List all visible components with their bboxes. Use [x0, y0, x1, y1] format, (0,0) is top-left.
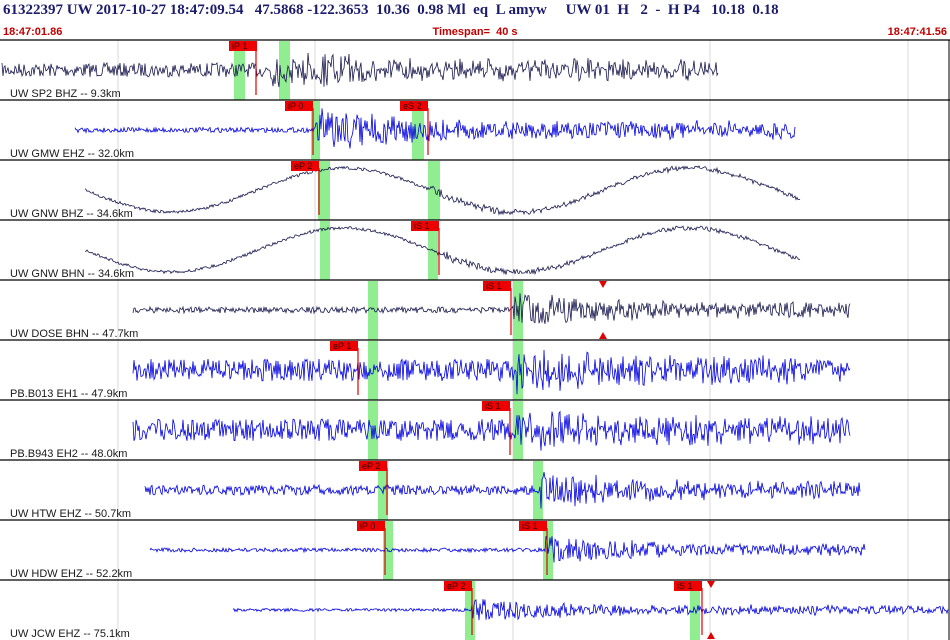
pick-label: eP 2 [294, 161, 312, 171]
waveform [232, 598, 949, 621]
pick-label: iP 0 [288, 101, 303, 111]
marker [707, 632, 715, 639]
trace: iP 0 iS 1 UW HDW EHZ -- 52.2km [0, 519, 950, 580]
timespan: Timespan= 40 s [432, 26, 517, 38]
trace-label: UW SP2 BHZ -- 9.3km [10, 88, 121, 100]
waveform [74, 108, 796, 149]
pick-label: iS 1 [522, 521, 538, 531]
pick-label: eS 2 [403, 101, 422, 111]
pick-label: iS 1 [414, 221, 430, 231]
waveform [132, 349, 851, 395]
pick-window [279, 41, 290, 100]
waveform [149, 535, 866, 563]
pick-flag [357, 521, 385, 531]
pick-flag [444, 581, 472, 591]
pick-flag [483, 281, 511, 291]
trace: eP 2 UW GNW BHZ -- 34.6km [0, 159, 950, 220]
pick-window [311, 101, 320, 160]
trace-label: UW GNW BHZ -- 34.6km [10, 208, 133, 220]
trace: iS 1 UW GNW BHN -- 34.6km [0, 219, 950, 280]
waveform [1, 52, 719, 88]
end-time: 18:47:41.56 [888, 26, 947, 38]
trace: iP 0 eS 2 UW GMW EHZ -- 32.0km [0, 99, 950, 160]
pick-flag [285, 101, 313, 111]
pick-window [368, 281, 378, 340]
pick-flag [482, 401, 510, 411]
trace: iP 1 UW SP2 BHZ -- 9.3km [0, 39, 950, 100]
marker [707, 581, 715, 588]
pick-window [320, 221, 330, 280]
pick-flag [330, 341, 358, 351]
trace-label: UW GNW BHN -- 34.6km [10, 268, 134, 280]
pick-label: iS 1 [486, 281, 502, 291]
waveform [132, 410, 851, 451]
trace-label: UW HDW EHZ -- 52.2km [10, 568, 132, 580]
traces: iP 1 UW SP2 BHZ -- 9.3km iP 0 eS 2 UW GMW EH… [0, 39, 950, 640]
trace-label: PB.B013 EH1 -- 47.9km [10, 388, 127, 400]
trace-label: UW HTW EHZ -- 50.7km [10, 508, 131, 520]
pick-window [318, 161, 330, 220]
pick-label: iP 0 [360, 521, 375, 531]
pick-label: eP 2 [362, 461, 380, 471]
start-time: 18:47:01.86 [3, 26, 62, 38]
trace: eP 2 iS 1 UW JCW EHZ -- 75.1km [0, 579, 950, 640]
pick-label: iP 1 [232, 41, 247, 51]
pick-window [533, 461, 543, 520]
pick-window [234, 41, 245, 100]
trace-label: PB.B943 EH2 -- 48.0km [10, 448, 127, 460]
waveform [132, 293, 851, 324]
pick-label: iS 1 [485, 401, 501, 411]
pick-label: iS 1 [677, 581, 693, 591]
pick-label: eP 2 [447, 581, 465, 591]
pick-flag [359, 461, 387, 471]
pick-flag [229, 41, 257, 51]
trace-label: UW GMW EHZ -- 32.0km [10, 148, 134, 160]
pick-flag [400, 101, 428, 111]
pick-window [428, 161, 440, 220]
waveform [84, 225, 801, 276]
pick-flag [519, 521, 547, 531]
trace: iS 1 PB.B943 EH2 -- 48.0km [0, 399, 950, 460]
waveform [84, 165, 801, 216]
pick-window [412, 101, 424, 160]
trace: eP 1 PB.B013 EH1 -- 47.9km [0, 339, 950, 400]
pick-label: eP 1 [333, 341, 351, 351]
waveform [144, 471, 861, 509]
pick-flag [674, 581, 702, 591]
marker [599, 281, 607, 288]
marker [599, 332, 607, 339]
pick-flag [291, 161, 319, 171]
trace-label: UW JCW EHZ -- 75.1km [10, 628, 130, 640]
trace-label: UW DOSE BHN -- 47.7km [10, 328, 138, 340]
event-header: 61322397 UW 2017-10-27 18:47:09.54 47.58… [3, 2, 779, 18]
trace: eP 2 UW HTW EHZ -- 50.7km [0, 459, 950, 520]
pick-flag [411, 221, 439, 231]
trace: iS 1 UW DOSE BHN -- 47.7km [0, 279, 950, 340]
